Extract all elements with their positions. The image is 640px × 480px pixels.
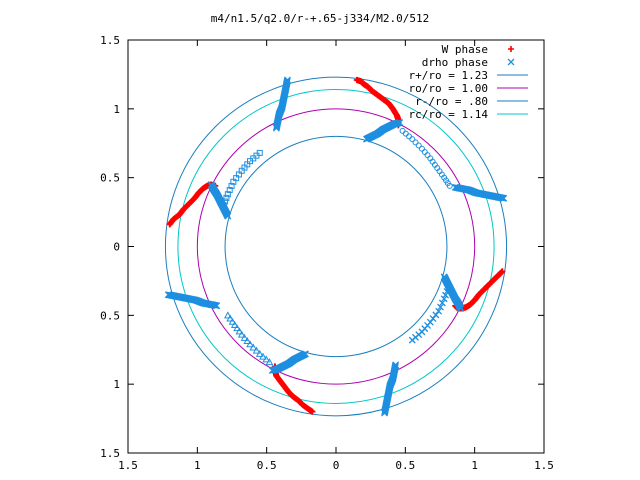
- legend-entry: r+/ro = 1.23: [409, 69, 528, 82]
- data-point: [224, 191, 231, 198]
- data-point: [399, 127, 406, 134]
- data-point: [406, 133, 413, 140]
- y-tick-label: 1: [113, 378, 120, 391]
- legend-label: r-/ro = .80: [415, 95, 488, 108]
- data-point: [444, 284, 452, 292]
- series-arm: [381, 361, 400, 417]
- data-point: [228, 182, 235, 189]
- data-point: [412, 139, 419, 146]
- reference-circles: [164, 76, 508, 417]
- chart-title: m4/n1.5/q2.0/r-+.65-j334/M2.0/512: [211, 12, 430, 25]
- x-tick-label: 1.5: [534, 459, 554, 472]
- legend-marker: [507, 58, 515, 66]
- series-arm: [271, 363, 316, 415]
- legend-marker: [508, 46, 514, 52]
- y-tick-label: 0: [113, 241, 120, 254]
- circle-rro: [224, 135, 448, 358]
- legend-label: drho phase: [422, 56, 488, 69]
- data-point: [164, 291, 172, 299]
- data-point: [226, 187, 233, 194]
- circle-rcro: [177, 89, 495, 404]
- data-point: [438, 299, 446, 307]
- data-point: [220, 202, 227, 209]
- data-point: [415, 142, 422, 149]
- series-arm: [268, 350, 309, 374]
- data-point: [443, 288, 451, 295]
- circle-rro: [164, 76, 508, 417]
- data-point: [402, 130, 409, 137]
- y-tick-label: 1.5: [100, 34, 120, 47]
- data-point: [435, 307, 443, 315]
- legend-entry: ro/ro = 1.00: [409, 82, 528, 95]
- data-point: [437, 303, 444, 311]
- data-point: [381, 409, 388, 417]
- legend-entry: r-/ro = .80: [415, 95, 528, 108]
- data-point: [223, 194, 230, 201]
- series-arm: [164, 291, 221, 310]
- data-point: [442, 291, 450, 299]
- data-point: [268, 366, 276, 374]
- data-point: [222, 198, 229, 205]
- data-points: [164, 76, 508, 417]
- x-tick-label: 0.5: [257, 459, 277, 472]
- x-tick-label: 1: [194, 459, 201, 472]
- y-tick-label: 1: [113, 103, 120, 116]
- series-arm: [451, 183, 508, 202]
- series-arm: [363, 119, 404, 143]
- y-tick-label: 0.5: [100, 172, 120, 185]
- legend-label: W phase: [442, 43, 488, 56]
- data-point: [421, 148, 428, 155]
- legend-entry: rc/ro = 1.14: [409, 108, 528, 121]
- series-arm: [223, 311, 274, 366]
- data-point: [396, 119, 404, 127]
- data-point: [207, 181, 215, 189]
- x-tick-label: 1: [471, 459, 478, 472]
- data-point: [418, 145, 425, 152]
- series-arm: [220, 149, 263, 209]
- series-drho-phase-trail: [220, 127, 453, 366]
- x-tick-label: 0.5: [395, 459, 415, 472]
- data-point: [424, 152, 431, 159]
- x-tick-label: 1.5: [118, 459, 138, 472]
- data-point: [409, 136, 416, 143]
- legend-entry: W phase: [442, 43, 514, 56]
- legend-entry: drho phase: [422, 56, 515, 69]
- series-arm: [408, 284, 452, 344]
- data-point: [457, 304, 465, 312]
- circle-roro: [196, 108, 476, 385]
- data-point: [446, 182, 453, 189]
- series-arm: [452, 268, 506, 312]
- data-point: [500, 194, 508, 202]
- x-tick-label: 0: [333, 459, 340, 472]
- series-arm: [272, 76, 291, 132]
- y-tick-label: 0.5: [100, 309, 120, 322]
- series-drho-phase: [164, 76, 508, 417]
- data-point: [440, 295, 448, 303]
- series-w-phase: [166, 76, 506, 415]
- data-point: [230, 178, 237, 185]
- data-point: [284, 76, 291, 84]
- series-arm: [399, 127, 453, 189]
- legend-label: r+/ro = 1.23: [409, 69, 488, 82]
- axis-ticks: 1.5 1 0.5 0 0.5 1 1.51.510.500.511.5: [100, 34, 554, 472]
- legend-label: ro/ro = 1.00: [409, 82, 488, 95]
- y-tick-label: 1.5: [100, 447, 120, 460]
- data-point: [223, 311, 232, 319]
- legend-label: rc/ro = 1.14: [409, 108, 489, 121]
